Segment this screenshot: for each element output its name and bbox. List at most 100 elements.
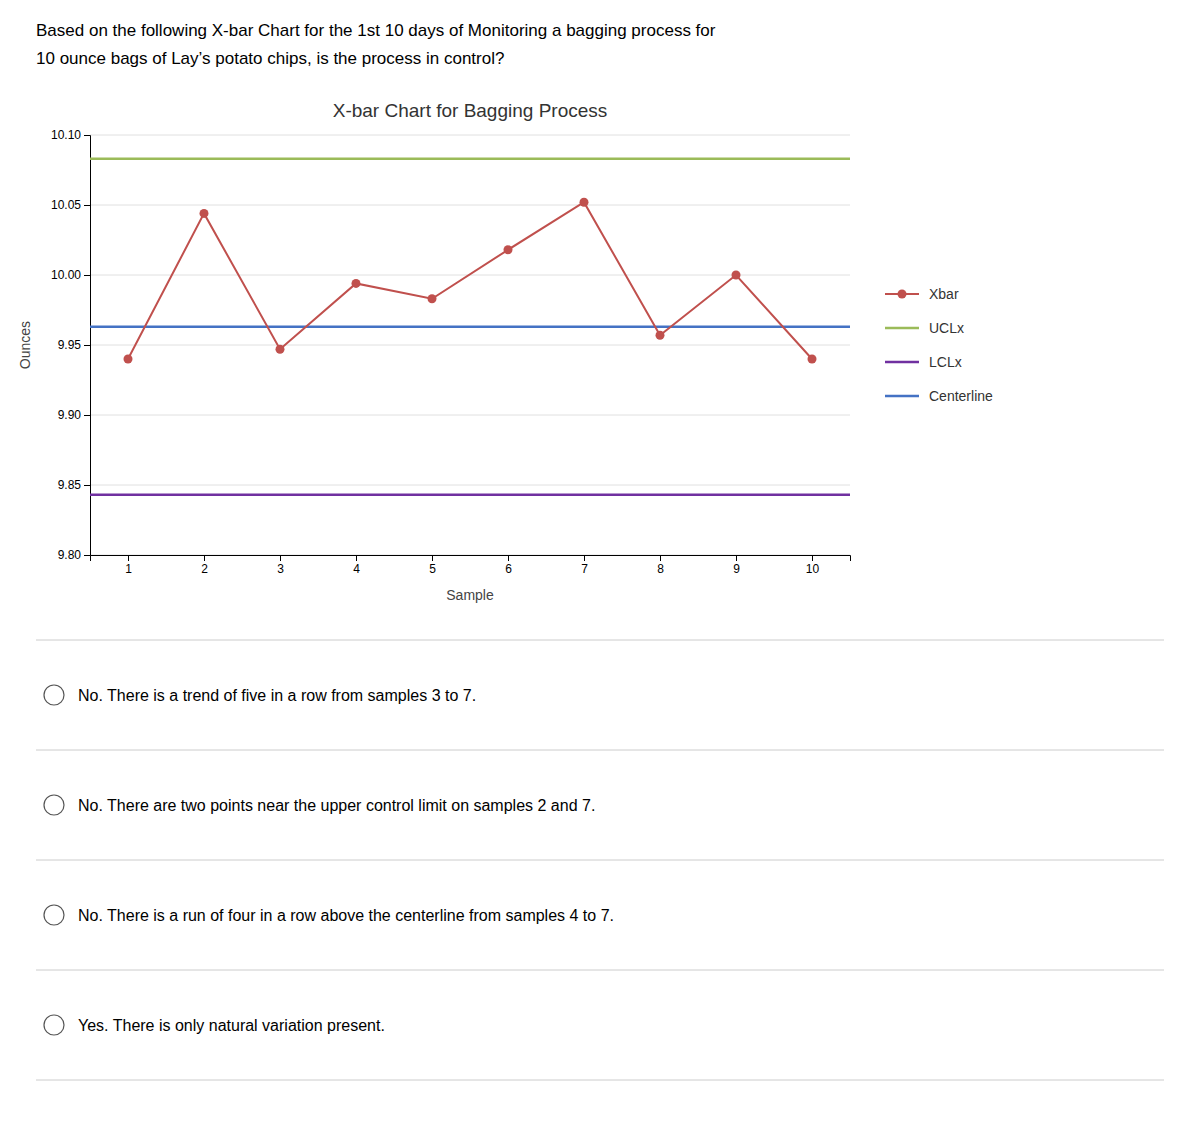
x-tick: 3 xyxy=(277,555,284,576)
x-tick: 6 xyxy=(505,555,512,576)
separator xyxy=(36,750,1164,751)
reference-line xyxy=(90,326,850,329)
radio-button[interactable] xyxy=(44,905,64,925)
y-tick-mark xyxy=(84,345,90,346)
x-tick-mark xyxy=(280,555,281,561)
x-tick: 2 xyxy=(201,555,208,576)
x-tick-label: 8 xyxy=(657,562,664,576)
y-tick-label: 9.90 xyxy=(58,408,82,422)
grid-line xyxy=(90,135,850,136)
y-tick-mark xyxy=(84,415,90,416)
y-tick-label: 10.10 xyxy=(51,128,81,142)
separator xyxy=(36,970,1164,971)
answer-text[interactable]: No. There is a run of four in a row abov… xyxy=(78,907,614,924)
x-tick-label: 3 xyxy=(277,562,284,576)
point xyxy=(276,345,285,354)
grid-line xyxy=(90,345,850,346)
separator xyxy=(36,640,1164,641)
point xyxy=(428,294,437,303)
x-tick-label: 4 xyxy=(353,562,360,576)
grid-line xyxy=(90,205,850,206)
legend-label: Centerline xyxy=(929,388,993,404)
x-axis-line xyxy=(91,556,851,562)
series-line xyxy=(128,202,812,359)
answer-option[interactable]: No. There are two points near the upper … xyxy=(44,795,595,815)
legend-marker xyxy=(898,290,907,299)
grid-line xyxy=(90,415,850,416)
x-tick: 8 xyxy=(657,555,664,576)
radio-button[interactable] xyxy=(44,685,64,705)
answer-option[interactable]: No. There is a trend of five in a row fr… xyxy=(44,685,476,705)
y-tick-label: 9.85 xyxy=(58,478,82,492)
x-tick-mark xyxy=(508,555,509,561)
x-tick: 1 xyxy=(125,555,132,576)
y-tick: 10.05 xyxy=(51,198,90,212)
y-tick-mark xyxy=(84,135,90,136)
legend-swatch xyxy=(885,395,919,398)
answer-text[interactable]: Yes. There is only natural variation pre… xyxy=(78,1017,385,1034)
point xyxy=(352,279,361,288)
x-tick-mark xyxy=(584,555,585,561)
x-tick-mark xyxy=(204,555,205,561)
x-tick-label: 1 xyxy=(125,562,132,576)
legend-item: Centerline xyxy=(885,388,993,404)
question-text: 10 ounce bags of Lay’s potato chips, is … xyxy=(36,49,504,68)
radio-button[interactable] xyxy=(44,1015,64,1035)
x-tick-mark xyxy=(128,555,129,561)
x-axis-title: Sample xyxy=(446,587,494,603)
chart-title: X-bar Chart for Bagging Process xyxy=(333,100,608,121)
legend-item: LCLx xyxy=(885,354,962,370)
point xyxy=(504,245,513,254)
y-tick: 9.80 xyxy=(58,548,90,562)
x-tick-label: 9 xyxy=(733,562,740,576)
grid-line xyxy=(90,485,850,486)
legend-swatch xyxy=(885,361,919,364)
y-axis-line xyxy=(84,136,91,556)
legend-label: LCLx xyxy=(929,354,962,370)
y-tick: 10.10 xyxy=(51,128,90,142)
y-tick-mark xyxy=(84,555,90,556)
x-tick-label: 6 xyxy=(505,562,512,576)
point xyxy=(656,331,665,340)
legend-label: Xbar xyxy=(929,286,959,302)
legend-swatch xyxy=(885,327,919,330)
x-axis: 1 2 3 4 5 6 7 8 9 10 xyxy=(91,555,851,576)
question-text: Based on the following X-bar Chart for t… xyxy=(36,21,716,40)
point xyxy=(732,271,741,280)
y-axis: 9.809.859.909.9510.0010.0510.10 xyxy=(51,128,91,562)
x-tick: 4 xyxy=(353,555,360,576)
legend-item: Xbar xyxy=(885,286,959,302)
answer-text[interactable]: No. There are two points near the upper … xyxy=(78,797,595,814)
answer-text[interactable]: No. There is a trend of five in a row fr… xyxy=(78,687,476,704)
point xyxy=(580,198,589,207)
y-tick-mark xyxy=(84,275,90,276)
x-tick-label: 2 xyxy=(201,562,208,576)
y-tick-mark xyxy=(84,205,90,206)
legend-label: UCLx xyxy=(929,320,964,336)
x-tick-mark xyxy=(660,555,661,561)
reference-line xyxy=(90,494,850,497)
x-tick-label: 5 xyxy=(429,562,436,576)
legend: Xbar UCLx LCLx Centerline xyxy=(885,286,993,404)
x-tick: 9 xyxy=(733,555,740,576)
answer-option[interactable]: No. There is a run of four in a row abov… xyxy=(44,905,614,925)
y-tick-label: 10.00 xyxy=(51,268,81,282)
y-tick: 10.00 xyxy=(51,268,90,282)
x-tick-mark xyxy=(812,555,813,561)
grid xyxy=(90,135,850,555)
plot-area xyxy=(90,159,850,495)
x-tick-label: 7 xyxy=(581,562,588,576)
y-tick-label: 10.05 xyxy=(51,198,81,212)
x-tick-mark xyxy=(432,555,433,561)
x-tick: 10 xyxy=(806,555,820,576)
y-tick-mark xyxy=(84,485,90,486)
radio-button[interactable] xyxy=(44,795,64,815)
point xyxy=(808,355,817,364)
x-tick: 7 xyxy=(581,555,588,576)
page: Based on the following X-bar Chart for t… xyxy=(0,0,1200,1148)
point xyxy=(124,355,133,364)
answer-option[interactable]: Yes. There is only natural variation pre… xyxy=(44,1015,385,1035)
x-tick: 5 xyxy=(429,555,436,576)
y-tick: 9.90 xyxy=(58,408,90,422)
point xyxy=(200,209,209,218)
